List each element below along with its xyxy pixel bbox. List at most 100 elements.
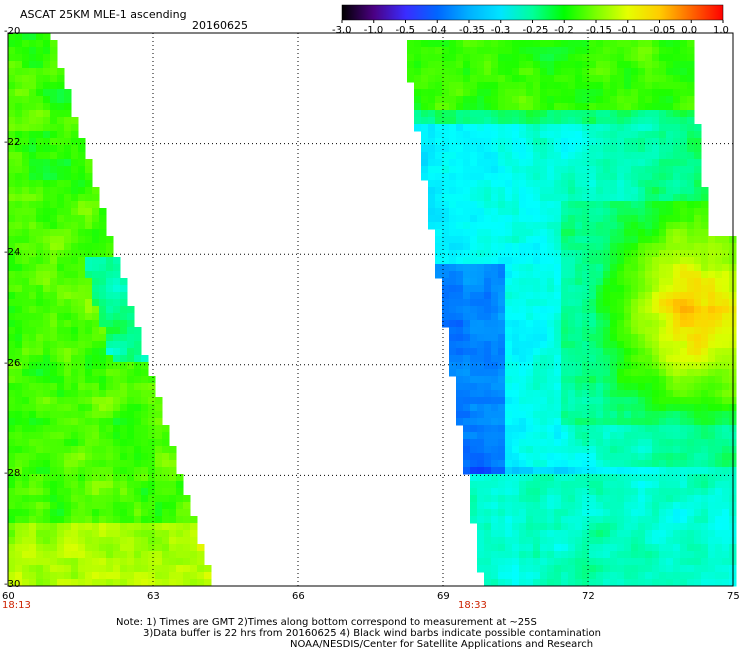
- wind-cell: [596, 558, 604, 566]
- wind-cell: [463, 54, 471, 62]
- wind-cell: [498, 432, 506, 440]
- wind-cell: [22, 145, 30, 153]
- wind-cell: [519, 229, 527, 237]
- wind-cell: [547, 488, 555, 496]
- wind-cell: [57, 432, 65, 440]
- wind-cell: [43, 565, 51, 573]
- wind-cell: [659, 474, 667, 482]
- wind-cell: [92, 467, 100, 475]
- wind-cell: [638, 355, 646, 363]
- wind-cell: [547, 152, 555, 160]
- wind-cell: [505, 96, 513, 104]
- wind-cell: [197, 565, 205, 573]
- wind-cell: [43, 439, 51, 447]
- wind-cell: [71, 250, 79, 258]
- wind-cell: [547, 103, 555, 111]
- wind-cell: [484, 173, 492, 181]
- wind-cell: [421, 82, 429, 90]
- wind-cell: [512, 488, 520, 496]
- wind-cell: [596, 320, 604, 328]
- wind-cell: [470, 299, 478, 307]
- wind-cell: [43, 327, 51, 335]
- wind-cell: [498, 215, 506, 223]
- wind-cell: [141, 565, 149, 573]
- wind-cell: [57, 530, 65, 538]
- wind-cell: [652, 68, 660, 76]
- wind-cell: [29, 187, 37, 195]
- wind-cell: [624, 488, 632, 496]
- wind-cell: [8, 495, 16, 503]
- wind-cell: [134, 453, 142, 461]
- wind-cell: [190, 523, 198, 531]
- wind-cell: [694, 572, 702, 580]
- wind-cell: [15, 285, 23, 293]
- wind-cell: [113, 376, 121, 384]
- wind-cell: [456, 355, 464, 363]
- wind-cell: [547, 124, 555, 132]
- wind-cell: [43, 215, 51, 223]
- wind-cell: [673, 124, 681, 132]
- wind-cell: [29, 558, 37, 566]
- wind-cell: [106, 313, 114, 321]
- wind-cell: [43, 390, 51, 398]
- wind-cell: [57, 495, 65, 503]
- wind-cell: [43, 173, 51, 181]
- wind-cell: [456, 54, 464, 62]
- wind-cell: [533, 334, 541, 342]
- wind-cell: [652, 236, 660, 244]
- wind-cell: [169, 558, 177, 566]
- wind-cell: [428, 180, 436, 188]
- wind-cell: [631, 334, 639, 342]
- wind-cell: [113, 572, 121, 580]
- wind-cell: [582, 530, 590, 538]
- wind-cell: [575, 257, 583, 265]
- wind-cell: [456, 411, 464, 419]
- wind-cell: [127, 418, 135, 426]
- wind-cell: [491, 516, 499, 524]
- wind-cell: [36, 418, 44, 426]
- wind-cell: [701, 530, 709, 538]
- wind-cell: [8, 33, 16, 41]
- wind-cell: [610, 201, 618, 209]
- wind-cell: [722, 257, 730, 265]
- wind-cell: [575, 250, 583, 258]
- wind-cell: [519, 369, 527, 377]
- wind-cell: [141, 425, 149, 433]
- wind-cell: [106, 257, 114, 265]
- wind-cell: [652, 355, 660, 363]
- wind-cell: [694, 208, 702, 216]
- wind-cell: [50, 565, 58, 573]
- wind-cell: [155, 537, 163, 545]
- wind-cell: [484, 152, 492, 160]
- wind-cell: [442, 159, 450, 167]
- wind-cell: [603, 572, 611, 580]
- wind-cell: [50, 362, 58, 370]
- wind-cell: [8, 565, 16, 573]
- wind-cell: [57, 145, 65, 153]
- wind-cell: [589, 194, 597, 202]
- wind-cell: [547, 278, 555, 286]
- wind-cell: [596, 369, 604, 377]
- wind-cell: [568, 495, 576, 503]
- wind-cell: [106, 565, 114, 573]
- wind-cell: [722, 320, 730, 328]
- wind-cell: [148, 425, 156, 433]
- wind-cell: [78, 537, 86, 545]
- wind-cell: [722, 467, 730, 475]
- wind-cell: [498, 152, 506, 160]
- wind-cell: [78, 166, 86, 174]
- wind-cell: [435, 68, 443, 76]
- wind-cell: [456, 96, 464, 104]
- wind-cell: [141, 488, 149, 496]
- wind-cell: [484, 194, 492, 202]
- wind-cell: [470, 418, 478, 426]
- wind-cell: [582, 544, 590, 552]
- wind-cell: [435, 131, 443, 139]
- wind-cell: [43, 229, 51, 237]
- wind-cell: [78, 390, 86, 398]
- wind-cell: [512, 495, 520, 503]
- wind-cell: [71, 411, 79, 419]
- wind-cell: [659, 348, 667, 356]
- note-line-2: 3)Data buffer is 22 hrs from 20160625 4)…: [143, 628, 601, 639]
- wind-cell: [568, 299, 576, 307]
